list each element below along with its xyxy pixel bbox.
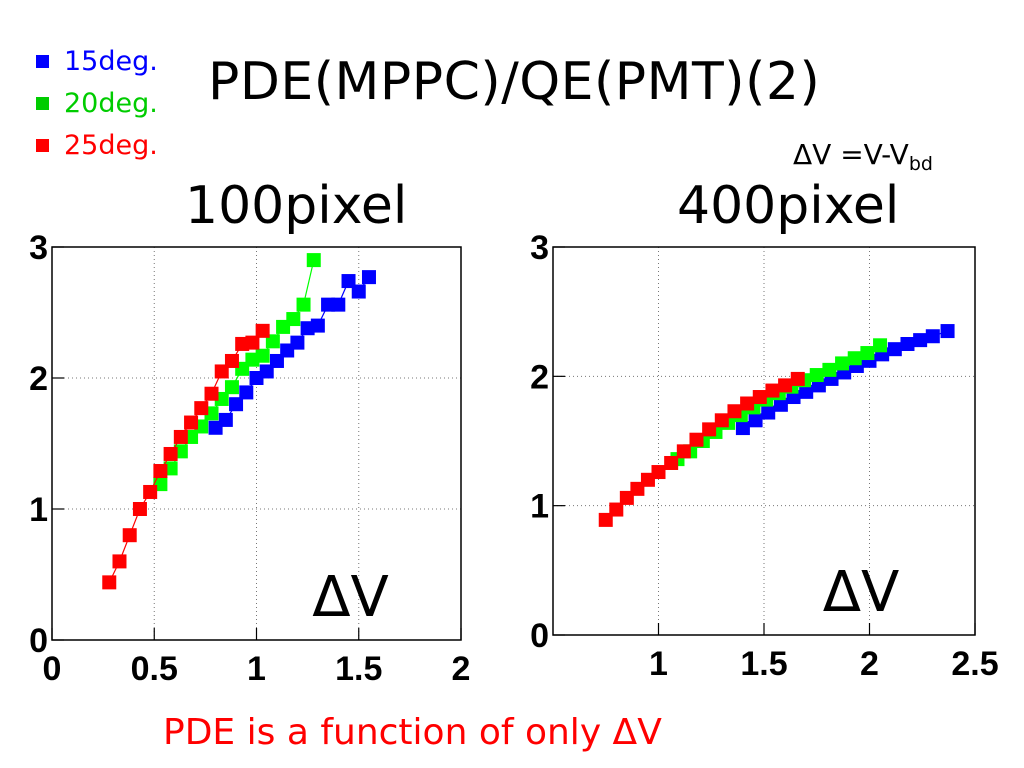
chart-2-xtick-label-3: 2.5 [951, 645, 998, 683]
legend-label-20deg: 20deg. [64, 87, 158, 119]
chart-1-25deg-point-2 [122, 528, 137, 543]
chart-2-25deg-point-9 [702, 422, 717, 437]
chart-1-25deg-point-1 [112, 554, 127, 569]
chart-1-ytick-label-2: 2 [29, 360, 48, 398]
chart-title-400pixel: 400pixel [677, 176, 900, 236]
chart-2-25deg-point-5 [651, 465, 666, 480]
chart-1-ytick-label-3: 3 [29, 229, 48, 267]
chart-2-xlabel: ΔV [823, 560, 900, 625]
chart-title-100pixel: 100pixel [185, 176, 408, 236]
chart-2-15deg-point-12 [887, 342, 902, 357]
chart-2-15deg-point-3 [773, 397, 788, 412]
chart-2-15deg-point-15 [925, 329, 940, 344]
chart-2-25deg-point-7 [676, 444, 691, 459]
chart-2-25deg-point-0 [598, 512, 613, 527]
slide-title: PDE(MPPC)/QE(PMT)(2) [208, 52, 821, 112]
chart-2-25deg-point-12 [740, 396, 755, 411]
chart-1-15deg-point-8 [290, 335, 305, 350]
chart-1-15deg-point-14 [351, 284, 366, 299]
chart-1-15deg-point-1 [218, 412, 233, 427]
chart-2-xtick-label-2: 2 [860, 645, 879, 683]
chart-2-ytick-label-3: 3 [530, 229, 549, 267]
footer-note: PDE is a function of only ΔV [163, 712, 662, 753]
chart-1-15deg-point-15 [361, 270, 376, 285]
chart-1-ytick-label-1: 1 [29, 491, 48, 529]
delta-v-formula: ΔV =V-Vbd [793, 138, 933, 175]
chart-1-25deg-point-14 [245, 335, 260, 350]
chart-2-25deg-point-14 [765, 383, 780, 398]
chart-1-20deg-point-10 [255, 348, 270, 363]
chart-2-20deg-point-16 [873, 338, 888, 353]
legend: 15deg. 20deg. 25deg. [36, 40, 158, 166]
chart-2-20deg-point-14 [847, 351, 862, 366]
chart-2-25deg-point-16 [790, 371, 805, 386]
legend-item-20deg: 20deg. [36, 82, 158, 124]
chart-2-15deg-point-2 [761, 405, 776, 420]
chart-2-15deg-point-14 [913, 333, 928, 348]
chart-2-xtick-label-0: 1 [649, 645, 668, 683]
legend-swatch-15deg [36, 54, 49, 68]
chart-1-15deg-point-12 [331, 297, 346, 312]
chart-2-20deg-point-11 [809, 368, 824, 383]
chart-2-25deg-point-11 [727, 404, 742, 419]
chart-2-25deg-point-6 [664, 455, 679, 470]
chart-2-25deg-point-1 [609, 502, 624, 517]
chart-1-25deg-point-15 [255, 323, 270, 338]
delta-v-formula-main: ΔV =V-V [793, 138, 909, 171]
legend-label-25deg: 25deg. [64, 129, 158, 161]
chart-1-xtick-label-4: 2 [452, 650, 471, 688]
chart-2-20deg-point-12 [822, 362, 837, 377]
chart-2-15deg-point-13 [900, 337, 915, 351]
chart-2-20deg-point-15 [860, 346, 875, 361]
chart-2-ytick-label-0: 0 [530, 617, 549, 655]
chart-1-25deg-point-7 [173, 429, 188, 444]
chart-1-20deg-point-13 [286, 312, 301, 327]
legend-item-15deg: 15deg. [36, 40, 158, 82]
chart-1-25deg-point-10 [204, 386, 219, 401]
chart-1-xtick-label-3: 1.5 [335, 650, 382, 688]
chart-1-20deg-point-7 [224, 380, 239, 395]
chart-2-xtick-label-1: 1.5 [740, 645, 787, 683]
chart-2-15deg-point-1 [748, 413, 763, 428]
chart-1-20deg-point-15 [306, 253, 321, 268]
legend-swatch-20deg [36, 96, 49, 110]
chart-1-xtick-label-1: 0.5 [131, 650, 178, 688]
chart-1-25deg-point-6 [163, 446, 178, 461]
chart-1-xtick-label-0: 0 [43, 650, 62, 688]
chart-1-25deg-point-5 [153, 464, 168, 479]
chart-1-25deg-point-0 [102, 575, 117, 590]
chart-2-15deg-point-0 [735, 421, 750, 436]
legend-swatch-25deg [36, 138, 49, 152]
chart-1-25deg-line [108, 330, 264, 583]
chart-2-20deg-point-13 [835, 356, 850, 371]
chart-1-xtick-label-2: 1 [247, 650, 266, 688]
chart-2-25deg-point-8 [689, 432, 704, 447]
delta-v-formula-subscript: bd [908, 153, 933, 175]
chart-2-25deg-point-10 [714, 413, 729, 428]
chart-1-20deg-point-14 [296, 297, 311, 312]
legend-item-25deg: 25deg. [36, 124, 158, 166]
chart-1-25deg-point-9 [194, 401, 209, 416]
chart-2-25deg-point-3 [630, 481, 645, 496]
chart-1-25deg-point-12 [224, 353, 239, 368]
chart-1-25deg-point-8 [184, 415, 199, 430]
chart-2-ytick-label-2: 2 [530, 358, 549, 396]
legend-label-15deg: 15deg. [64, 45, 158, 77]
chart-1-xlabel: ΔV [312, 565, 389, 630]
chart-2-15deg-point-5 [799, 384, 814, 399]
chart-1-ytick-label-0: 0 [29, 622, 48, 660]
chart-1-15deg-point-2 [229, 397, 244, 412]
chart-2-25deg-point-4 [640, 472, 655, 487]
chart-2-frame [552, 246, 976, 636]
chart-1-25deg-point-3 [132, 502, 147, 516]
chart-1-15deg-point-3 [239, 385, 254, 400]
chart-1-15deg-point-10 [310, 318, 325, 333]
chart-2-25deg-point-2 [619, 490, 634, 505]
chart-1-25deg-point-4 [143, 484, 158, 499]
chart-2-ytick-label-1: 1 [530, 488, 549, 526]
chart-2-25deg-point-13 [752, 390, 767, 405]
chart-2-25deg-point-15 [778, 378, 793, 393]
chart-2-15deg-point-16 [940, 324, 955, 339]
